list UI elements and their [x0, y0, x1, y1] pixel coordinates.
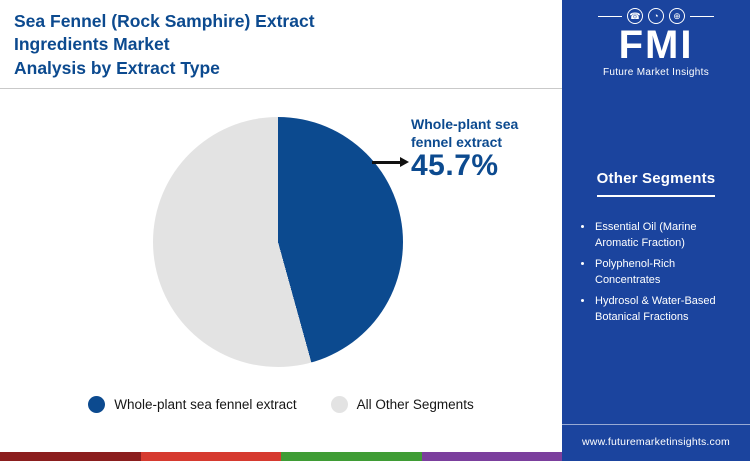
legend-item-other-segments: All Other Segments [330, 396, 474, 413]
stripe-segment [140, 452, 281, 461]
footer-url-link[interactable]: www.futuremarketinsights.com [582, 436, 730, 448]
logo-rule-right [690, 15, 714, 17]
page-title-line3: Analysis by Extract Type [14, 57, 220, 78]
title-divider [0, 88, 562, 89]
annotation-value: 45.7% [411, 149, 499, 182]
other-segments-heading-wrap: Other Segments [562, 170, 750, 197]
logo-rule-left [598, 15, 622, 17]
legend-item-whole-plant: Whole-plant sea fennel extract [88, 396, 297, 413]
chart-panel: Sea Fennel (Rock Samphire) Extract Ingre… [0, 0, 562, 461]
list-item: Hydrosol & Water-Based Botanical Fractio… [594, 293, 740, 326]
annotation-arrow-icon [372, 157, 409, 166]
sidebar-footer: www.futuremarketinsights.com [562, 424, 750, 461]
annotation-label: Whole-plant sea fennel extract [411, 116, 519, 150]
phone-icon: ☎ [627, 8, 643, 24]
stripe-segment [281, 452, 422, 461]
fmi-logo-subtext: Future Market Insights [602, 66, 710, 78]
pie-chart [153, 117, 403, 367]
fmi-logo-icons: ☎ ◔ ⊕ [562, 8, 750, 24]
page-title: Sea Fennel (Rock Samphire) Extract Ingre… [0, 0, 562, 80]
list-item: Essential Oil (Marine Aromatic Fraction) [594, 219, 740, 252]
chart-icon: ◔ [648, 8, 664, 24]
footer-color-stripe [0, 452, 562, 461]
fmi-logo: ☎ ◔ ⊕ FMI Future Market Insights [562, 0, 750, 78]
sidebar: ☎ ◔ ⊕ FMI Future Market Insights Other S… [562, 0, 750, 461]
page-title-line1: Sea Fennel (Rock Samphire) Extract [14, 11, 315, 31]
legend-label: All Other Segments [356, 397, 474, 412]
other-segments-heading: Other Segments [596, 170, 716, 197]
list-item: Polyphenol-Rich Concentrates [594, 256, 740, 289]
legend-swatch [330, 396, 348, 413]
page-title-line2: Ingredients Market [14, 34, 170, 55]
legend: Whole-plant sea fennel extract All Other… [0, 396, 562, 413]
globe-icon: ⊕ [669, 8, 685, 24]
stripe-segment [421, 452, 562, 461]
legend-swatch [88, 396, 106, 413]
legend-label: Whole-plant sea fennel extract [114, 397, 297, 412]
other-segments-list: Essential Oil (Marine Aromatic Fraction)… [594, 219, 740, 326]
stripe-segment [0, 452, 141, 461]
fmi-logo-text: FMI [618, 23, 694, 67]
